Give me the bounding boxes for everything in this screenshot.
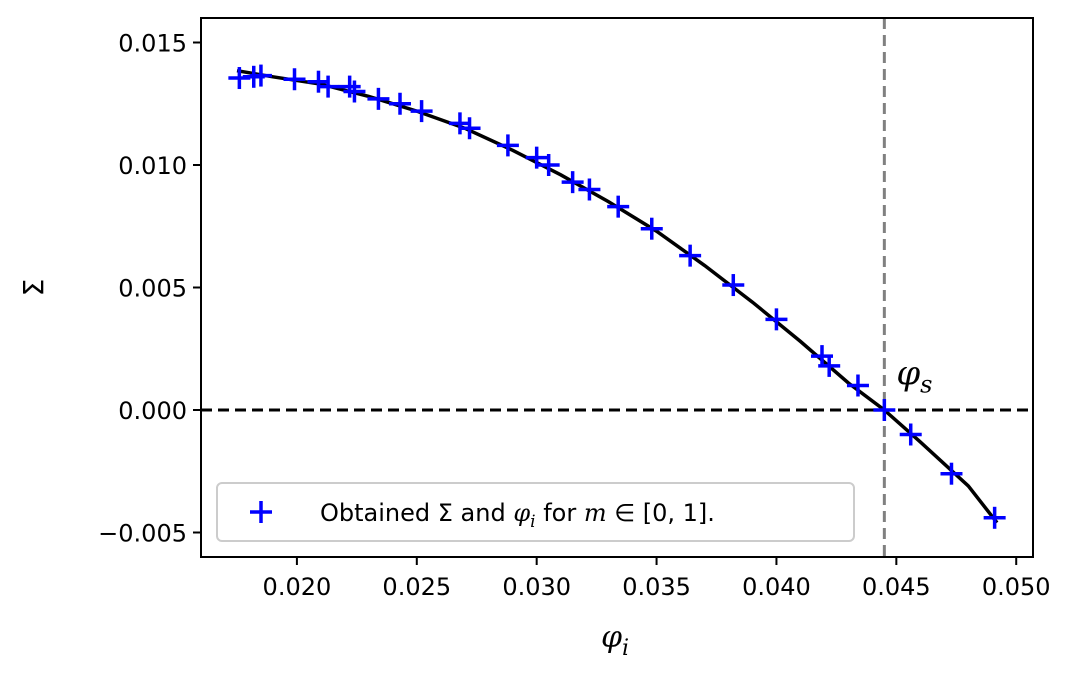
legend-box bbox=[216, 482, 855, 542]
data-point bbox=[537, 154, 560, 176]
x-tick-label: 0.025 bbox=[382, 573, 451, 601]
axes: 0.020 0.025 0.030 0.035 0.040 0.045 0.050 −0.00… bbox=[17, 17, 1051, 661]
data-point bbox=[525, 146, 548, 169]
data-point bbox=[496, 134, 519, 157]
data-point bbox=[607, 195, 630, 218]
data-point bbox=[317, 75, 340, 98]
plot-frame bbox=[200, 17, 1034, 558]
x-tick-label: 0.020 bbox=[263, 573, 332, 601]
data-point bbox=[283, 68, 306, 91]
y-tick-label: 0.010 bbox=[118, 152, 187, 180]
data-point bbox=[367, 87, 390, 110]
y-tick-label: 0.015 bbox=[118, 30, 187, 58]
fit-curve bbox=[236, 68, 999, 524]
phi-s-annotation: φs bbox=[896, 354, 932, 399]
legend-marker bbox=[250, 501, 272, 523]
data-point bbox=[765, 308, 788, 331]
data-point bbox=[410, 100, 433, 123]
y-tick-label: −0.005 bbox=[98, 520, 187, 548]
data-point bbox=[578, 178, 601, 201]
y-axis-label: Σ bbox=[17, 279, 50, 297]
x-tick-label: 0.040 bbox=[742, 573, 811, 601]
data-point bbox=[458, 117, 481, 140]
data-point bbox=[722, 274, 745, 297]
data-point bbox=[561, 171, 584, 194]
data-point bbox=[338, 75, 361, 98]
data-point bbox=[343, 80, 366, 103]
x-tick-label: 0.035 bbox=[622, 573, 691, 601]
x-tick-label: 0.050 bbox=[982, 573, 1051, 601]
legend-label: Obtained Σ and φi for m ∈ [0, 1]. bbox=[320, 499, 715, 532]
data-point bbox=[818, 354, 841, 377]
legend: Obtained Σ and φi for m ∈ [0, 1]. bbox=[216, 482, 855, 542]
y-tick-label: 0.000 bbox=[118, 397, 187, 425]
y-tick-label: 0.005 bbox=[118, 275, 187, 303]
data-point bbox=[873, 399, 896, 421]
data-point bbox=[940, 462, 963, 485]
data-point bbox=[640, 217, 663, 240]
data-point bbox=[389, 92, 412, 115]
x-tick-label: 0.030 bbox=[502, 573, 571, 601]
data-point bbox=[249, 64, 272, 87]
data-point bbox=[448, 112, 471, 135]
data-point bbox=[899, 423, 922, 446]
plot-area: φs bbox=[201, 18, 1033, 557]
data-point bbox=[307, 70, 330, 93]
data-point bbox=[679, 244, 702, 267]
data-point bbox=[846, 374, 869, 397]
x-axis-label: φi bbox=[601, 620, 629, 661]
x-tick-label: 0.045 bbox=[862, 573, 931, 601]
data-point bbox=[983, 506, 1006, 529]
